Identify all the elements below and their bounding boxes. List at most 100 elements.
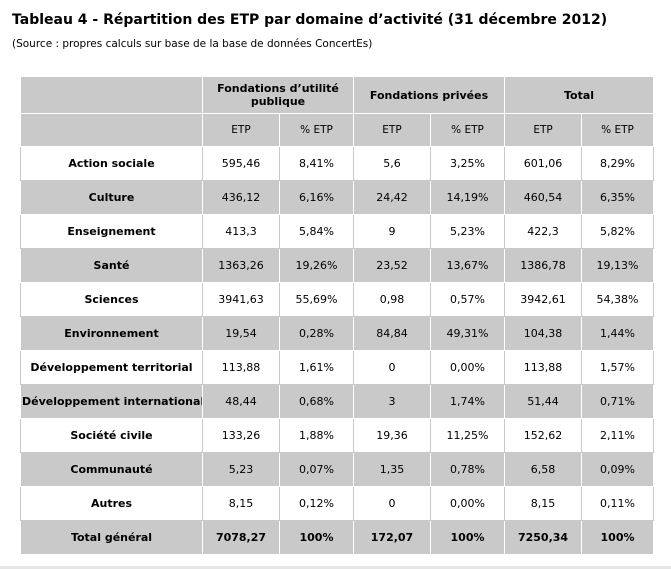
table-row: Action sociale 595,46 8,41% 5,6 3,25% 601,06 8… <box>20 146 655 181</box>
cell-tot-etp: 7250,34 <box>504 520 583 555</box>
group-header-fp: Fondations privées <box>352 76 506 114</box>
cell-tot-etp: 152,62 <box>504 418 583 453</box>
total-row: Total général 7078,27 100% 172,07 100% 7250,3… <box>20 520 655 555</box>
table-row: Développement international 48,44 0,68% 3 1,… <box>20 384 655 419</box>
cell-fup-pct: 8,41% <box>279 146 354 181</box>
subheader-fp-etp: ETP <box>353 113 431 147</box>
cell-fp-pct: 100% <box>429 520 506 555</box>
cell-tot-etp: 8,15 <box>504 486 583 521</box>
cell-tot-pct: 1,57% <box>581 350 655 385</box>
cell-fp-etp: 5,6 <box>353 146 431 181</box>
table-row: Culture 436,12 6,16% 24,42 14,19% 460,54 6,35% <box>20 180 655 215</box>
cell-fup-pct: 100% <box>279 520 354 555</box>
cell-fup-etp: 1363,26 <box>202 248 280 283</box>
cell-fp-pct: 0,78% <box>429 452 506 487</box>
cell-fp-etp: 24,42 <box>353 180 431 215</box>
subheader-total-etp: ETP <box>504 113 583 147</box>
cell-fp-pct: 13,67% <box>429 248 506 283</box>
cell-fp-pct: 3,25% <box>429 146 506 181</box>
cell-fup-pct: 0,07% <box>279 452 354 487</box>
table-row: Enseignement 413,3 5,84% 9 5,23% 422,3 5,82% <box>20 214 655 249</box>
cell-tot-etp: 6,58 <box>504 452 583 487</box>
table-row: Environnement 19,54 0,28% 84,84 49,31% 104,38… <box>20 316 655 351</box>
cell-fp-etp: 0 <box>353 350 431 385</box>
table-row: Développement territorial 113,88 1,61% 0 0,0… <box>20 350 655 385</box>
cell-fup-pct: 0,12% <box>279 486 354 521</box>
row-label: Sciences <box>20 282 203 317</box>
cell-fup-pct: 0,28% <box>279 316 354 351</box>
cell-fp-etp: 9 <box>353 214 431 249</box>
cell-fup-pct: 55,69% <box>279 282 354 317</box>
table-source: (Source : propres calculs sur base de la… <box>12 38 373 50</box>
sub-header-row: ETP % ETP ETP % ETP ETP % ETP <box>20 113 655 147</box>
row-label: Communauté <box>20 452 203 487</box>
cell-tot-pct: 54,38% <box>581 282 655 317</box>
cell-fup-etp: 19,54 <box>202 316 280 351</box>
row-label: Total général <box>20 520 203 555</box>
row-label: Environnement <box>20 316 203 351</box>
cell-tot-etp: 601,06 <box>504 146 583 181</box>
cell-fp-etp: 1,35 <box>353 452 431 487</box>
cell-fp-etp: 23,52 <box>353 248 431 283</box>
row-label: Culture <box>20 180 203 215</box>
cell-fp-etp: 3 <box>353 384 431 419</box>
cell-fp-pct: 0,57% <box>429 282 506 317</box>
cell-fup-etp: 436,12 <box>202 180 280 215</box>
cell-fup-pct: 5,84% <box>279 214 354 249</box>
cell-tot-pct: 19,13% <box>581 248 655 283</box>
cell-tot-pct: 100% <box>581 520 655 555</box>
cell-fp-etp: 84,84 <box>353 316 431 351</box>
etp-table: Fondations d’utilité publique Fondations… <box>20 76 655 555</box>
cell-fp-etp: 0,98 <box>353 282 431 317</box>
empty-header-cell <box>20 76 203 114</box>
cell-fup-etp: 5,23 <box>202 452 280 487</box>
cell-tot-pct: 5,82% <box>581 214 655 249</box>
cell-fp-etp: 19,36 <box>353 418 431 453</box>
cell-fup-etp: 48,44 <box>202 384 280 419</box>
cell-fp-pct: 14,19% <box>429 180 506 215</box>
table-row: Autres 8,15 0,12% 0 0,00% 8,15 0,11% <box>20 486 655 521</box>
row-label: Autres <box>20 486 203 521</box>
table-title: Tableau 4 - Répartition des ETP par doma… <box>12 12 608 28</box>
row-label: Enseignement <box>20 214 203 249</box>
group-header-total: Total <box>504 76 655 114</box>
row-label: Société civile <box>20 418 203 453</box>
cell-tot-pct: 8,29% <box>581 146 655 181</box>
cell-fp-etp: 172,07 <box>353 520 431 555</box>
subheader-total-pct: % ETP <box>581 113 655 147</box>
page-bottom-rule <box>0 566 671 569</box>
group-header-row: Fondations d’utilité publique Fondations… <box>20 76 655 114</box>
cell-tot-pct: 2,11% <box>581 418 655 453</box>
cell-tot-etp: 113,88 <box>504 350 583 385</box>
cell-tot-pct: 0,11% <box>581 486 655 521</box>
cell-fp-pct: 11,25% <box>429 418 506 453</box>
cell-fup-etp: 413,3 <box>202 214 280 249</box>
row-label: Développement territorial <box>20 350 203 385</box>
cell-fp-pct: 0,00% <box>429 486 506 521</box>
cell-fp-pct: 0,00% <box>429 350 506 385</box>
cell-tot-etp: 422,3 <box>504 214 583 249</box>
row-label: Action sociale <box>20 146 203 181</box>
cell-tot-etp: 3942,61 <box>504 282 583 317</box>
cell-fup-etp: 3941,63 <box>202 282 280 317</box>
cell-fup-pct: 1,88% <box>279 418 354 453</box>
cell-tot-pct: 0,71% <box>581 384 655 419</box>
cell-tot-etp: 460,54 <box>504 180 583 215</box>
cell-fup-pct: 6,16% <box>279 180 354 215</box>
row-label: Développement international <box>20 384 203 419</box>
table-row: Société civile 133,26 1,88% 19,36 11,25% 152,… <box>20 418 655 453</box>
group-header-fup: Fondations d’utilité publique <box>202 76 354 114</box>
cell-tot-etp: 1386,78 <box>504 248 583 283</box>
cell-fp-etp: 0 <box>353 486 431 521</box>
cell-fp-pct: 1,74% <box>429 384 506 419</box>
table-row: Santé 1363,26 19,26% 23,52 13,67% 1386,78 19,1… <box>20 248 655 283</box>
cell-tot-etp: 104,38 <box>504 316 583 351</box>
cell-fup-pct: 19,26% <box>279 248 354 283</box>
cell-fup-etp: 133,26 <box>202 418 280 453</box>
table-row: Communauté 5,23 0,07% 1,35 0,78% 6,58 0,09% <box>20 452 655 487</box>
cell-fp-pct: 49,31% <box>429 316 506 351</box>
cell-tot-pct: 6,35% <box>581 180 655 215</box>
cell-tot-pct: 1,44% <box>581 316 655 351</box>
cell-fup-etp: 113,88 <box>202 350 280 385</box>
cell-fup-etp: 7078,27 <box>202 520 280 555</box>
